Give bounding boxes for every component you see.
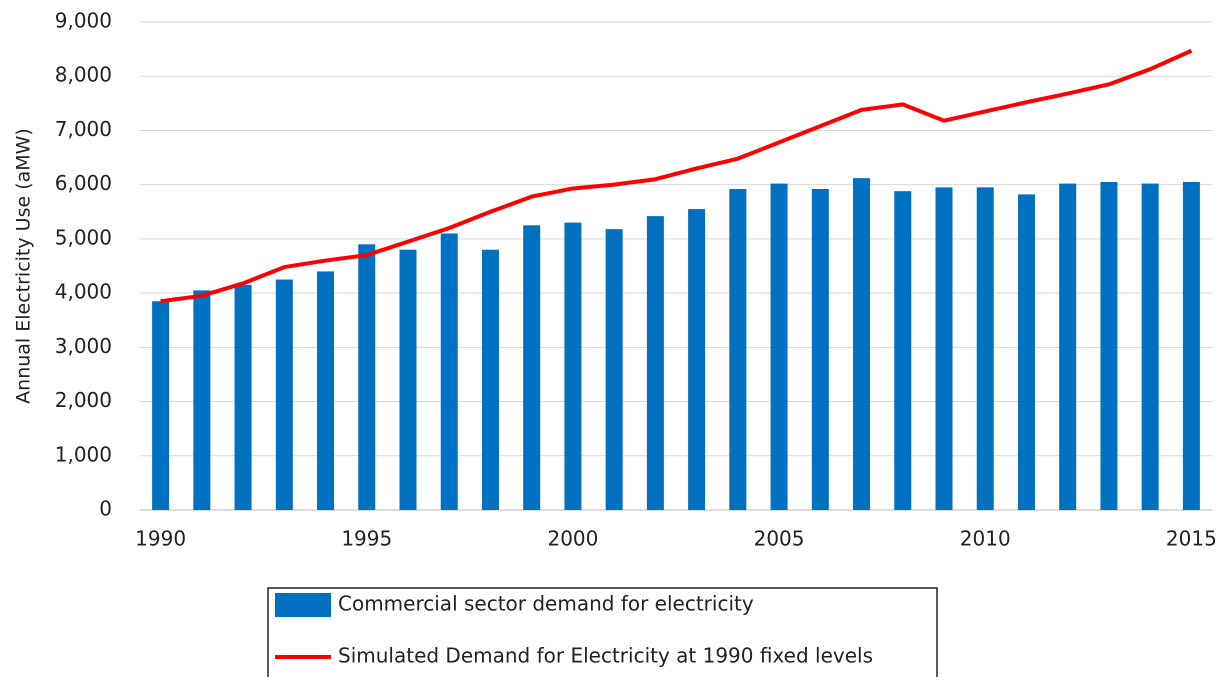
legend-swatch — [275, 593, 331, 617]
y-tick-label: 7,000 — [55, 117, 112, 141]
y-tick-label: 9,000 — [55, 9, 112, 33]
bar — [193, 290, 211, 510]
y-tick-label: 3,000 — [55, 334, 112, 358]
y-tick-label: 8,000 — [55, 63, 112, 87]
bar — [894, 191, 912, 510]
bar — [770, 183, 788, 511]
bar — [440, 233, 458, 510]
x-tick-label: 2000 — [547, 527, 598, 551]
x-tick-label: 2010 — [960, 527, 1011, 551]
line — [160, 48, 1193, 304]
legend-label: Commercial sector demand for electricity — [338, 592, 754, 616]
y-axis-label: Annual Electricity Use (aMW) — [13, 128, 35, 404]
y-tick-label: 6,000 — [55, 171, 112, 195]
bar — [1182, 181, 1200, 510]
y-tick-label: 5,000 — [55, 225, 112, 249]
bar — [646, 216, 664, 511]
y-tick-label: 0 — [99, 497, 112, 521]
legend-label: Simulated Demand for Electricity at 1990… — [338, 644, 873, 668]
x-tick-label: 1995 — [341, 527, 392, 551]
x-tick-label: 2005 — [754, 527, 805, 551]
bar — [1141, 183, 1159, 511]
bar — [152, 301, 170, 510]
bar — [523, 225, 541, 511]
bar — [317, 271, 335, 510]
bar — [1017, 194, 1035, 510]
x-tick-label: 1990 — [135, 527, 186, 551]
bar — [1059, 183, 1077, 511]
y-tick-label: 1,000 — [55, 442, 112, 466]
bar — [564, 222, 582, 510]
bar — [358, 244, 376, 511]
bar — [605, 229, 623, 510]
bar — [935, 187, 953, 510]
bar — [234, 284, 252, 510]
bar — [729, 189, 747, 510]
bar — [853, 178, 871, 510]
bar — [481, 249, 499, 510]
bar — [811, 189, 829, 510]
y-tick-label: 2,000 — [55, 388, 112, 412]
x-tick-label: 2015 — [1166, 527, 1217, 551]
bar — [399, 249, 417, 510]
bar — [1100, 181, 1118, 510]
bar — [275, 279, 293, 510]
bar — [688, 209, 706, 511]
bar — [976, 187, 994, 510]
y-tick-label: 4,000 — [55, 280, 112, 304]
legend-box — [267, 587, 938, 681]
